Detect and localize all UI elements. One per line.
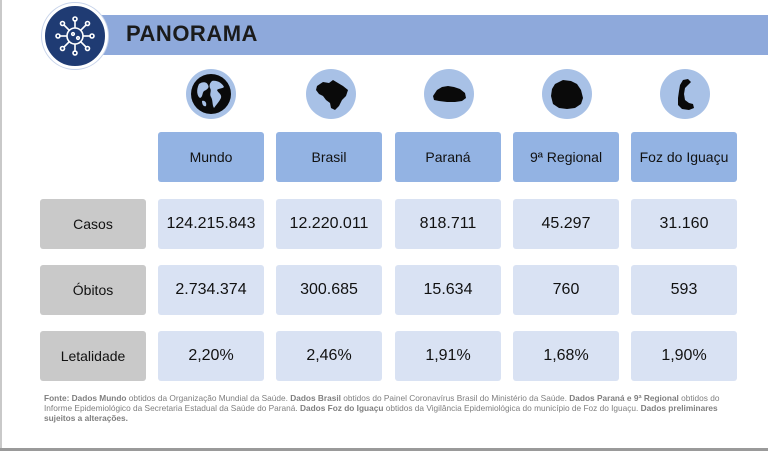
globe-icon (186, 69, 236, 119)
header-bar (70, 15, 768, 55)
table-cell: 31.160 (631, 199, 737, 249)
table-cell: 45.297 (513, 199, 619, 249)
footnote-bold: Dados Foz do Iguaçu (299, 403, 384, 413)
footnote-bold: Dados preliminares sujeitos a alterações… (44, 403, 718, 423)
table-cell: 300.685 (276, 265, 382, 315)
source-footnote: Fonte: Dados Mundo obtidos da Organizaçã… (44, 393, 744, 423)
footnote-text: obtidos da Organização Mundial da Saúde. (126, 393, 291, 403)
table-cell: 1,91% (395, 331, 501, 381)
table-cell: 124.215.843 (158, 199, 264, 249)
column-header-parana: Paraná (395, 132, 501, 182)
foz-map-icon (660, 69, 710, 119)
column-header-brasil: Brasil (276, 132, 382, 182)
table-cell: 2,46% (276, 331, 382, 381)
table-cell: 15.634 (395, 265, 501, 315)
table-cell: 2,20% (158, 331, 264, 381)
table-cell: 818.711 (395, 199, 501, 249)
table-cell: 2.734.374 (158, 265, 264, 315)
footnote-bold: Dados Paraná e 9ª Regional (569, 393, 679, 403)
column-header-foz-do-iguacu: Foz do Iguaçu (631, 132, 737, 182)
parana-map-icon (424, 69, 474, 119)
table-cell: 12.220.011 (276, 199, 382, 249)
bottom-border (0, 448, 768, 451)
row-header-letalidade: Letalidade (40, 331, 146, 381)
row-header-obitos: Óbitos (40, 265, 146, 315)
footnote-text: obtidos do Informe Epidemiológico da Sec… (44, 393, 720, 413)
table-cell: 1,90% (631, 331, 737, 381)
footnote-bold: Fonte: Dados Mundo (44, 393, 127, 403)
brazil-map-icon (306, 69, 356, 119)
footnote-bold: Dados Brasil (290, 393, 341, 403)
virus-network-icon (42, 3, 108, 69)
column-header-mundo: Mundo (158, 132, 264, 182)
column-header-9-regional: 9ª Regional (513, 132, 619, 182)
left-border (0, 0, 2, 451)
table-cell: 760 (513, 265, 619, 315)
table-cell: 593 (631, 265, 737, 315)
table-cell: 1,68% (513, 331, 619, 381)
row-header-casos: Casos (40, 199, 146, 249)
regional-map-icon (542, 69, 592, 119)
page-title: PANORAMA (126, 21, 258, 46)
footnote-text: obtidos da Vigilância Epidemiológica do … (383, 403, 641, 413)
footnote-text: obtidos do Painel Coronavírus Brasil do … (340, 393, 570, 403)
